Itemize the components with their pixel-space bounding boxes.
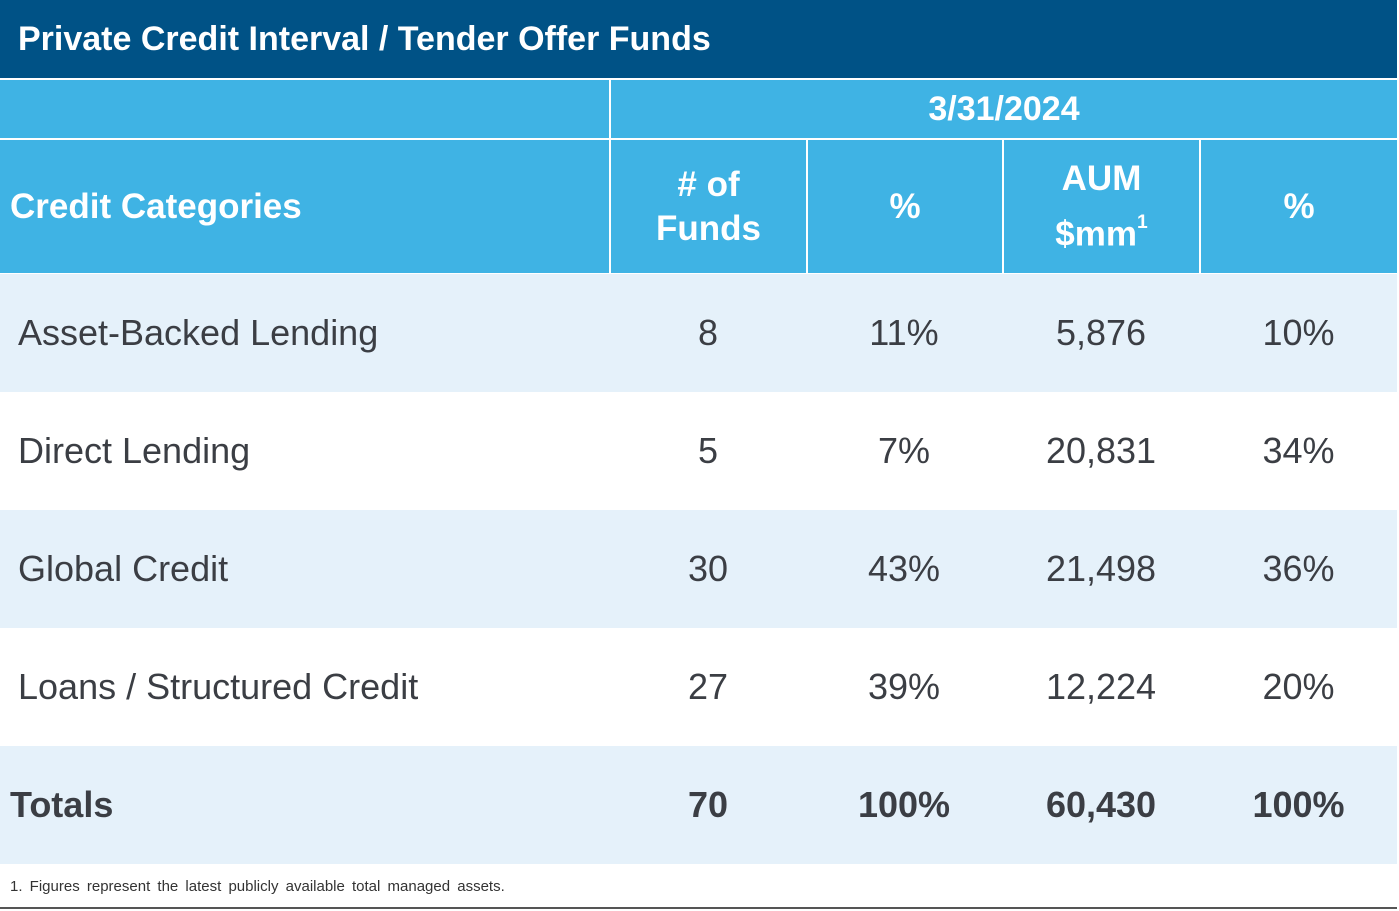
- aum-label-line1: AUM: [1061, 158, 1142, 198]
- row-aum: 12,224: [1045, 666, 1157, 707]
- row-pct-aum: 36%: [1262, 548, 1335, 589]
- row-aum: 5,876: [1055, 312, 1147, 353]
- bottom-divider: [0, 907, 1397, 909]
- totals-row: Totals 70 100% 60,430 100%: [0, 746, 1397, 864]
- totals-label: Totals: [10, 784, 114, 825]
- row-num-funds: 30: [687, 548, 729, 589]
- column-header-pct-funds: %: [808, 140, 1002, 273]
- column-header-category-label: Credit Categories: [10, 186, 302, 226]
- row-category: Direct Lending: [18, 430, 251, 471]
- row-category: Asset-Backed Lending: [18, 312, 379, 353]
- table-row: Asset-Backed Lending 8 11% 5,876 10%: [0, 274, 1397, 392]
- row-num-funds: 5: [697, 430, 719, 471]
- row-aum: 21,498: [1045, 548, 1157, 589]
- totals-num-funds: 70: [687, 784, 729, 825]
- row-pct-funds: 11%: [869, 312, 939, 353]
- totals-pct-aum: 100%: [1252, 784, 1345, 825]
- totals-aum: 60,430: [1045, 784, 1157, 825]
- row-num-funds: 8: [697, 312, 719, 353]
- aum-unit: $mm: [1055, 214, 1137, 254]
- column-header-num-funds: # of Funds: [611, 140, 806, 273]
- column-header-pct-aum: %: [1201, 140, 1397, 273]
- table-title: Private Credit Interval / Tender Offer F…: [0, 0, 1397, 78]
- header-blank-cell: [0, 80, 609, 138]
- table-row: Global Credit 30 43% 21,498 36%: [0, 510, 1397, 628]
- row-pct-funds: 43%: [867, 548, 941, 589]
- row-pct-aum: 10%: [1262, 312, 1335, 353]
- date-header: 3/31/2024: [611, 80, 1397, 138]
- num-funds-label-line2: Funds: [656, 208, 761, 248]
- totals-pct-funds: 100%: [857, 784, 951, 825]
- table-row: Loans / Structured Credit 27 39% 12,224 …: [0, 628, 1397, 746]
- column-header-aum: AUM $mm1: [1004, 140, 1199, 273]
- row-category: Loans / Structured Credit: [18, 666, 419, 707]
- row-pct-funds: 7%: [877, 430, 931, 471]
- row-num-funds: 27: [687, 666, 729, 707]
- aum-label-line2: $mm1: [1055, 201, 1147, 256]
- footnote: 1. Figures represent the latest publicly…: [10, 878, 505, 895]
- row-pct-funds: 39%: [867, 666, 941, 707]
- num-funds-label-line1: # of: [677, 164, 740, 204]
- row-pct-aum: 34%: [1262, 430, 1335, 471]
- aum-footnote-mark: 1: [1137, 211, 1148, 233]
- row-category: Global Credit: [18, 548, 229, 589]
- column-header-category: Credit Categories: [0, 140, 609, 273]
- row-pct-aum: 20%: [1262, 666, 1335, 707]
- table-row: Direct Lending 5 7% 20,831 34%: [0, 392, 1397, 510]
- row-aum: 20,831: [1045, 430, 1157, 471]
